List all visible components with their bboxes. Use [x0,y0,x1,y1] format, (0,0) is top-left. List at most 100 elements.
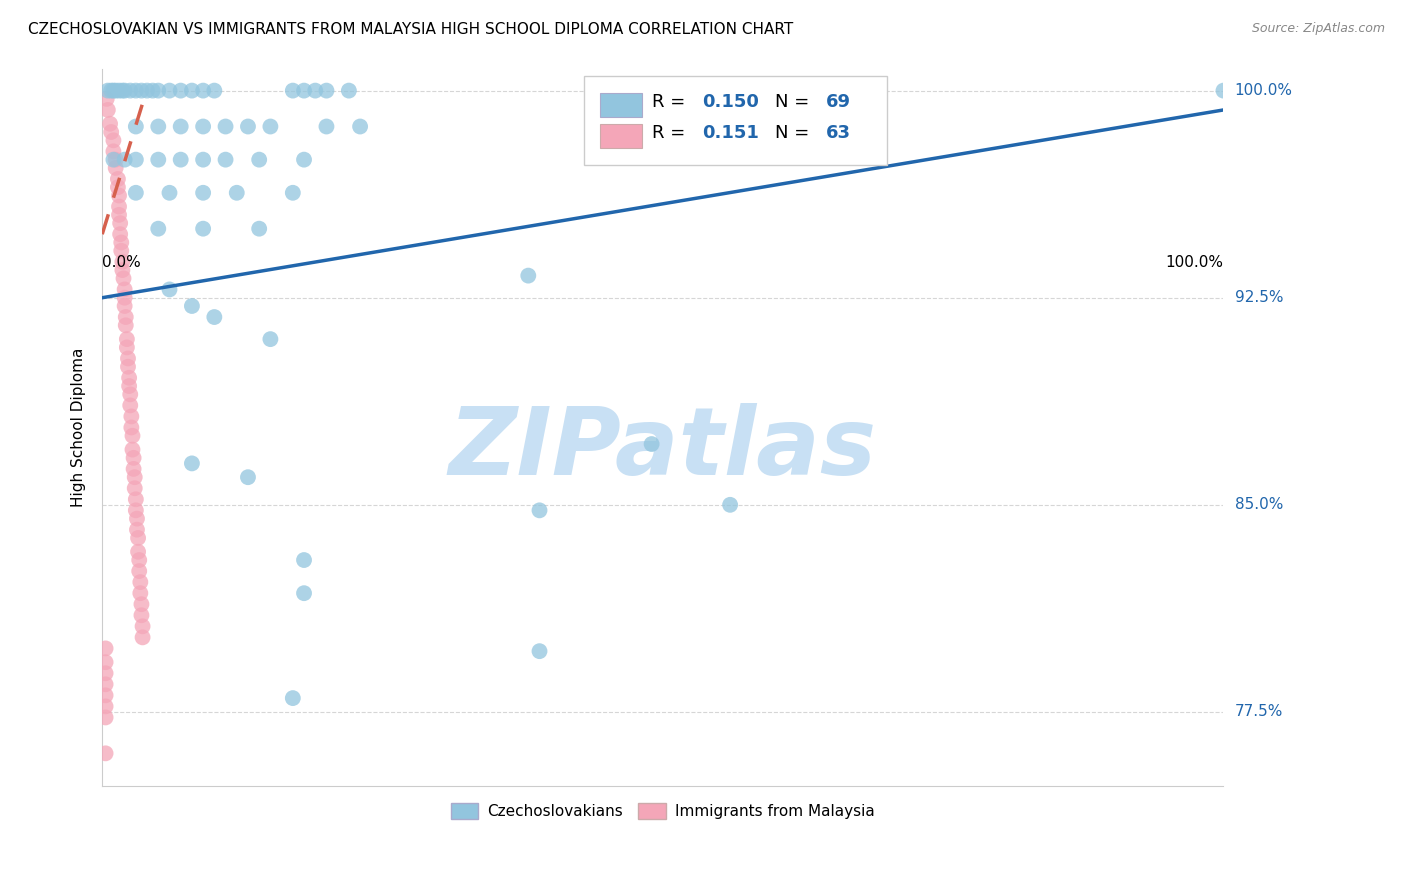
Legend: Czechoslovakians, Immigrants from Malaysia: Czechoslovakians, Immigrants from Malays… [444,797,882,825]
FancyBboxPatch shape [600,93,641,118]
Text: ZIPatlas: ZIPatlas [449,403,877,495]
Point [191,153,214,167]
Point [127,545,149,559]
Point [108,188,131,202]
Point [103,153,125,167]
Point [131,84,153,98]
Point [292,153,315,167]
Point [125,523,148,537]
Point [125,492,148,507]
Point [529,503,551,517]
Point [170,84,193,98]
Text: 0.151: 0.151 [702,124,759,142]
Point [128,564,150,578]
Point [136,84,159,98]
Point [94,655,117,669]
Point [337,84,360,98]
Point [125,120,148,134]
Point [100,125,122,139]
Point [94,641,117,656]
Point [112,271,135,285]
Point [111,255,134,269]
Point [108,208,131,222]
Point [1212,84,1234,98]
Point [202,310,225,324]
Point [259,332,281,346]
Point [148,153,170,167]
Point [159,84,181,98]
Point [127,531,149,545]
Text: R =: R = [651,124,690,142]
Point [111,84,134,98]
Point [315,84,337,98]
Point [125,511,148,525]
Point [247,153,270,167]
Point [142,84,165,98]
Point [94,689,117,703]
Point [214,120,236,134]
Text: 92.5%: 92.5% [1234,290,1284,305]
Point [281,84,304,98]
Point [529,644,551,658]
Point [98,117,121,131]
Text: 69: 69 [825,94,851,112]
Text: 0.150: 0.150 [702,94,759,112]
Point [108,84,131,98]
Point [292,553,315,567]
Point [103,133,125,147]
Point [104,84,127,98]
Point [202,84,225,98]
Point [191,186,214,200]
Point [108,216,131,230]
Point [225,186,247,200]
Point [117,351,139,366]
Point [97,84,120,98]
Point [281,186,304,200]
Point [304,84,326,98]
FancyBboxPatch shape [600,124,641,148]
Point [114,153,136,167]
Text: N =: N = [775,124,815,142]
Point [118,371,141,385]
Point [97,103,120,117]
Text: 100.0%: 100.0% [1234,83,1292,98]
Point [118,379,141,393]
Point [120,387,142,401]
Point [180,84,202,98]
Point [125,186,148,200]
Point [103,84,125,98]
Text: Source: ZipAtlas.com: Source: ZipAtlas.com [1251,22,1385,36]
Point [191,221,214,235]
Point [129,575,152,590]
Point [114,84,136,98]
Point [114,282,136,296]
Point [170,153,193,167]
Point [170,120,193,134]
Point [148,120,170,134]
Point [148,221,170,235]
Point [100,84,122,98]
Point [104,161,127,175]
Point [114,291,136,305]
Text: 77.5%: 77.5% [1234,705,1282,720]
Point [114,310,136,324]
Point [121,429,143,443]
Point [107,180,129,194]
Point [640,437,662,451]
Point [94,677,117,691]
Point [114,318,136,333]
Point [115,340,138,354]
Point [214,153,236,167]
Point [191,84,214,98]
Point [125,84,148,98]
Point [292,84,315,98]
Point [349,120,371,134]
Point [120,398,142,412]
Point [131,619,153,633]
Point [122,462,145,476]
Point [236,470,259,484]
Point [259,120,281,134]
Point [94,710,117,724]
Point [292,586,315,600]
Point [191,120,214,134]
